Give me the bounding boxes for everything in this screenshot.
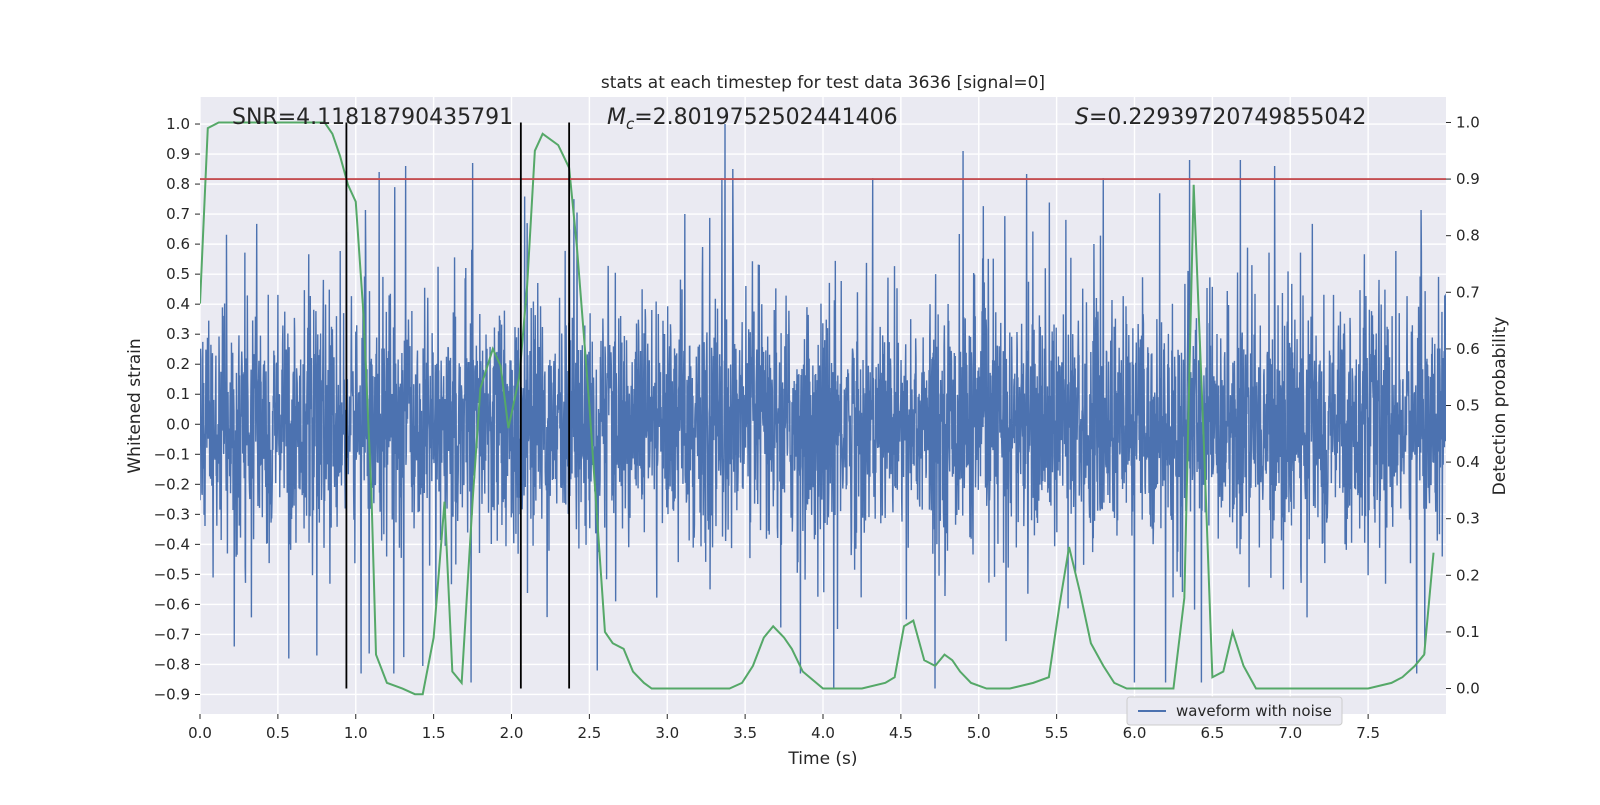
y-left-tick-label: 0.1 [166, 385, 190, 403]
y-right-tick-label: 0.3 [1456, 510, 1480, 528]
y-left-tick-label: −0.6 [154, 595, 190, 613]
y-left-tick-label: −0.7 [154, 625, 190, 643]
x-tick-label: 4.5 [889, 724, 913, 742]
x-tick-label: 2.5 [577, 724, 601, 742]
x-tick-label: 5.5 [1045, 724, 1069, 742]
x-axis-ticks: 0.0 0.5 1.0 1.5 2.0 2.5 3.0 3.5 4.0 4.5 5.0 5.5 6.0 6… [188, 714, 1380, 742]
x-tick-label: 0.5 [266, 724, 290, 742]
y-left-tick-label: 1.0 [166, 115, 190, 133]
y-left-tick-label: −0.2 [154, 475, 190, 493]
legend: waveform with noise [1126, 696, 1343, 726]
y-right-tick-label: 0.8 [1456, 227, 1480, 245]
chart-title: stats at each timestep for test data 363… [601, 73, 1045, 93]
y-left-tick-label: 0.0 [166, 415, 190, 433]
y-right-tick-label: 1.0 [1456, 113, 1480, 131]
y-left-tick-label: 0.6 [166, 235, 190, 253]
x-tick-label: 0.0 [188, 724, 212, 742]
x-tick-label: 7.0 [1278, 724, 1302, 742]
x-tick-label: 1.0 [344, 724, 368, 742]
y-right-tick-label: 0.0 [1456, 680, 1480, 698]
x-tick-label: 1.5 [422, 724, 446, 742]
y-left-tick-label: −0.1 [154, 445, 190, 463]
y-right-tick-label: 0.9 [1456, 170, 1480, 188]
y-left-tick-label: −0.5 [154, 565, 190, 583]
y-right-tick-label: 0.5 [1456, 397, 1480, 415]
x-axis-label: Time (s) [787, 749, 857, 769]
y-left-tick-label: 0.9 [166, 145, 190, 163]
legend-box [1126, 696, 1343, 726]
y-left-tick-label: −0.3 [154, 505, 190, 523]
y-left-tick-label: 0.7 [166, 205, 190, 223]
y-left-tick-label: −0.4 [154, 535, 190, 553]
waveform-with-noise-line [200, 124, 1446, 689]
x-tick-label: 6.5 [1200, 724, 1224, 742]
y-left-tick-label: 0.2 [166, 355, 190, 373]
plot-area [200, 121, 1446, 696]
x-tick-label: 3.0 [655, 724, 679, 742]
x-tick-label: 3.5 [733, 724, 757, 742]
y-left-axis-label: Whitened strain [125, 338, 145, 473]
x-tick-label: 2.0 [500, 724, 524, 742]
y-right-axis-label: Detection probability [1490, 317, 1510, 496]
chirp-mass-subscript: c [626, 115, 635, 133]
x-tick-label: 4.0 [811, 724, 835, 742]
chirp-mass-value: =2.8019752502441406 [634, 105, 897, 130]
y-right-tick-label: 0.6 [1456, 340, 1480, 358]
chirp-mass-symbol: M [607, 105, 626, 130]
y-left-tick-label: 0.4 [166, 295, 190, 313]
x-tick-label: 7.5 [1356, 724, 1380, 742]
legend-label-waveform: waveform with noise [1176, 702, 1332, 720]
s-symbol: S [1075, 105, 1089, 130]
s-value: =0.22939720749855042 [1089, 105, 1366, 130]
s-annotation: S=0.22939720749855042 [1075, 105, 1366, 130]
y-right-axis-ticks: 1.0 0.9 0.8 0.7 0.6 0.5 0.4 0.3 0.2 0.1 0.0 [1446, 113, 1480, 698]
y-left-tick-label: 0.3 [166, 325, 190, 343]
y-left-axis-ticks: 1.0 0.9 0.8 0.7 0.6 0.5 0.4 0.3 0.2 0.1 0.0 −0.1 −0.… [154, 115, 200, 703]
y-right-tick-label: 0.2 [1456, 566, 1480, 584]
y-left-tick-label: −0.9 [154, 685, 190, 703]
snr-annotation: SNR=4.11818790435791 [232, 105, 513, 130]
y-right-tick-label: 0.7 [1456, 283, 1480, 301]
y-right-tick-label: 0.4 [1456, 453, 1480, 471]
y-left-tick-label: −0.8 [154, 655, 190, 673]
x-tick-label: 6.0 [1123, 724, 1147, 742]
y-right-tick-label: 0.1 [1456, 623, 1480, 641]
y-left-tick-label: 0.5 [166, 265, 190, 283]
y-left-tick-label: 0.8 [166, 175, 190, 193]
detection-probability-line [200, 121, 1435, 696]
chirp-mass-annotation: Mc=2.8019752502441406 [607, 105, 898, 133]
x-tick-label: 5.0 [967, 724, 991, 742]
